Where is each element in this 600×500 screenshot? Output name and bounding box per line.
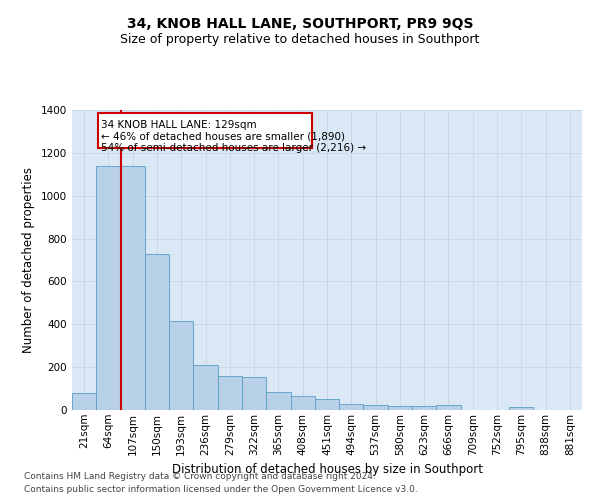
Bar — [121, 166, 145, 410]
Text: 34, KNOB HALL LANE, SOUTHPORT, PR9 9QS: 34, KNOB HALL LANE, SOUTHPORT, PR9 9QS — [127, 18, 473, 32]
Text: Contains public sector information licensed under the Open Government Licence v3: Contains public sector information licen… — [24, 485, 418, 494]
Y-axis label: Number of detached properties: Number of detached properties — [22, 167, 35, 353]
Bar — [364, 406, 388, 410]
Text: 54% of semi-detached houses are larger (2,216) →: 54% of semi-detached houses are larger (… — [101, 143, 366, 153]
X-axis label: Distribution of detached houses by size in Southport: Distribution of detached houses by size … — [172, 463, 482, 476]
Bar — [242, 377, 266, 410]
Bar — [509, 408, 533, 410]
Text: Contains HM Land Registry data © Crown copyright and database right 2024.: Contains HM Land Registry data © Crown c… — [24, 472, 376, 481]
Text: 34 KNOB HALL LANE: 129sqm: 34 KNOB HALL LANE: 129sqm — [101, 120, 257, 130]
Text: ← 46% of detached houses are smaller (1,890): ← 46% of detached houses are smaller (1,… — [101, 132, 345, 141]
Bar — [193, 365, 218, 410]
Bar — [436, 406, 461, 410]
Bar — [145, 254, 169, 410]
Bar — [339, 404, 364, 410]
FancyBboxPatch shape — [97, 113, 313, 148]
Bar — [290, 396, 315, 410]
Bar — [218, 376, 242, 410]
Bar — [412, 406, 436, 410]
Bar — [266, 392, 290, 410]
Text: Size of property relative to detached houses in Southport: Size of property relative to detached ho… — [121, 32, 479, 46]
Bar — [72, 393, 96, 410]
Bar — [315, 400, 339, 410]
Bar — [169, 321, 193, 410]
Bar — [96, 166, 121, 410]
Bar — [388, 406, 412, 410]
